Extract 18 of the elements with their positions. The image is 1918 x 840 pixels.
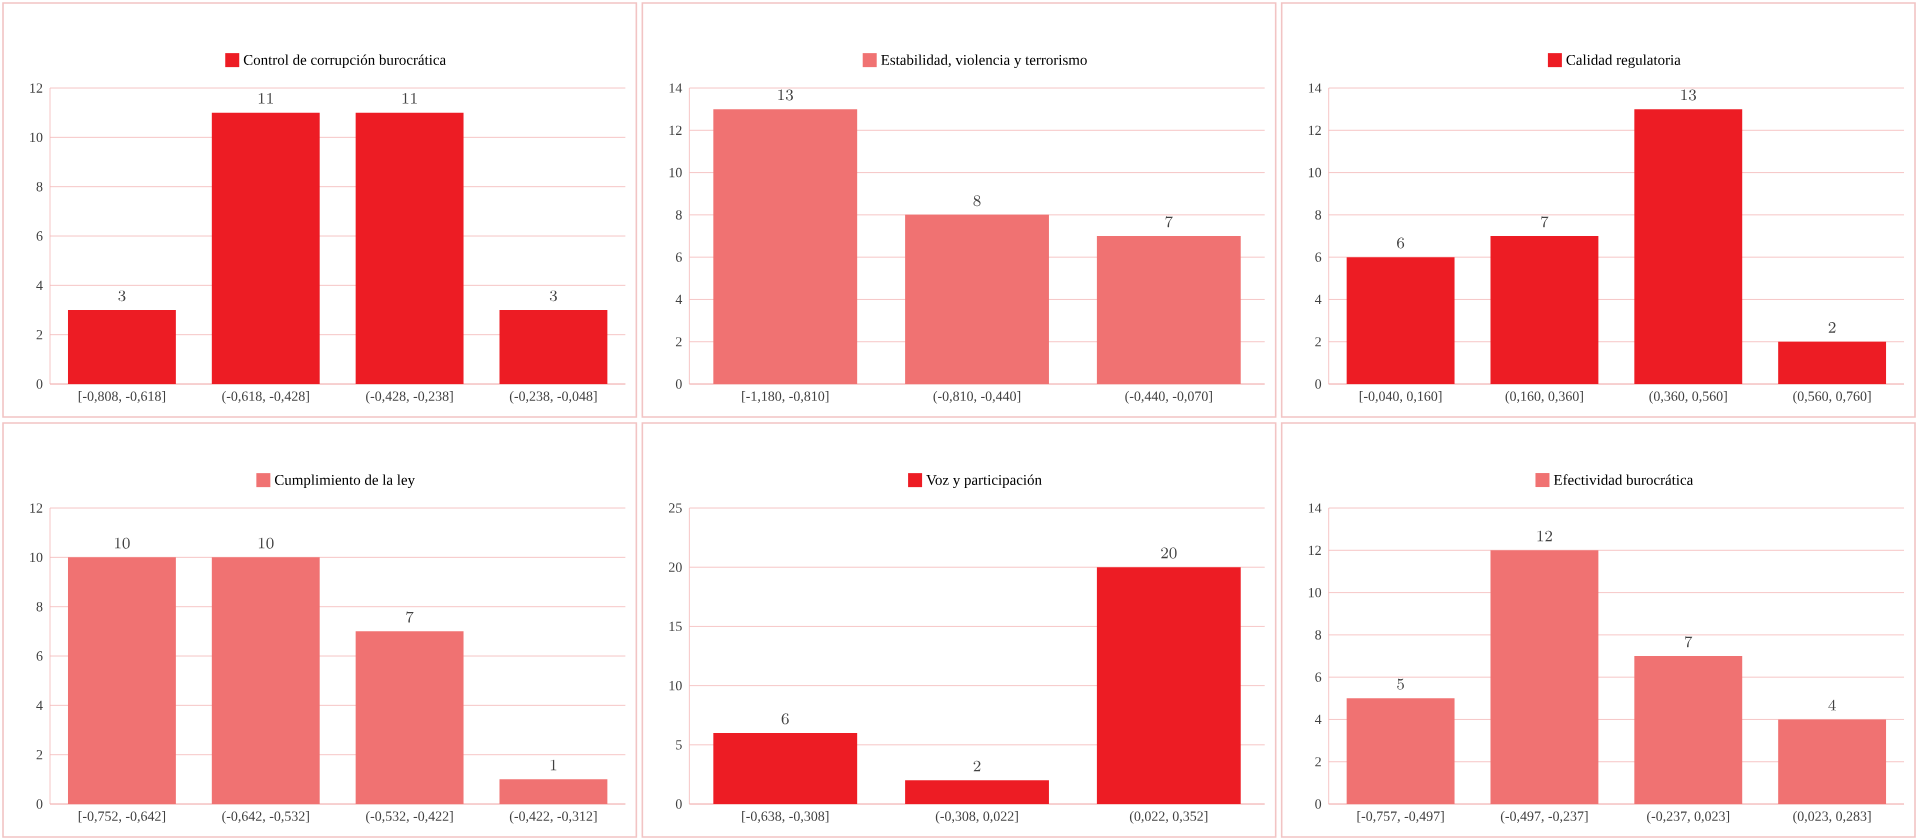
- bar: [713, 732, 858, 805]
- bar: [67, 557, 176, 805]
- bar: [1634, 656, 1743, 805]
- bar: [1096, 236, 1241, 385]
- bar: [1778, 341, 1887, 385]
- bar: [905, 780, 1049, 805]
- bar: [211, 557, 320, 805]
- bar: [1096, 567, 1241, 805]
- bar: [1778, 719, 1887, 805]
- bar: [713, 109, 858, 385]
- bar: [1634, 109, 1743, 385]
- bar: [1490, 550, 1599, 805]
- bar: [355, 631, 464, 805]
- bar: [499, 779, 608, 805]
- bar: [1346, 698, 1455, 805]
- bar: [905, 214, 1049, 385]
- bar: [1346, 257, 1455, 385]
- bar: [1490, 236, 1599, 385]
